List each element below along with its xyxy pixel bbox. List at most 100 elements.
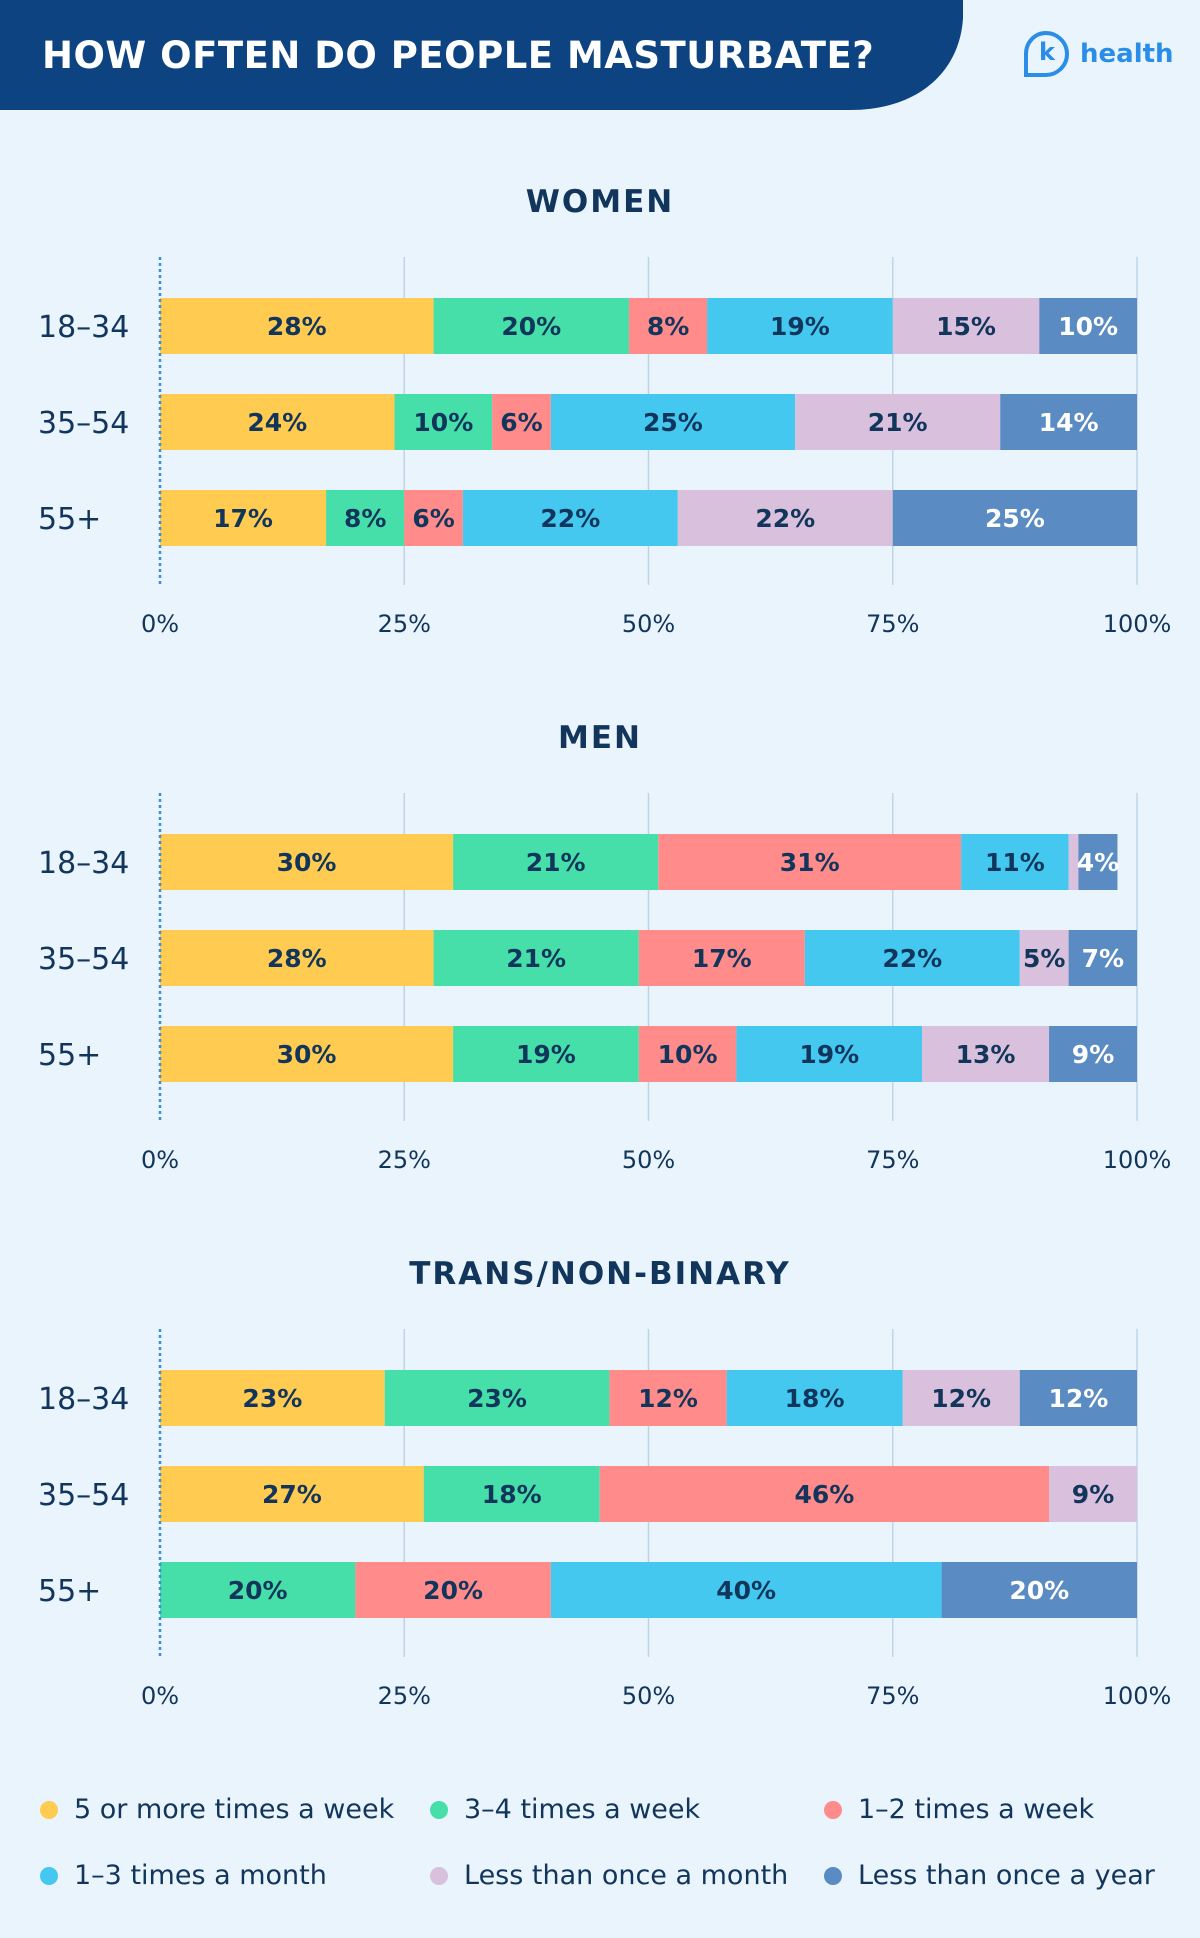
row-label: 55+ (38, 1574, 101, 1609)
bar-segment-1-3-times-a-month (550, 394, 796, 450)
legend-dot-icon (430, 1867, 448, 1885)
data-label: 30% (277, 1040, 337, 1069)
bar-segment-less-than-once-a-month (922, 1026, 1050, 1082)
tick-label: 0% (141, 610, 179, 638)
bar-segment-less-than-once-a-year (1068, 930, 1137, 986)
bar-segment-1-2-times-a-week (404, 490, 463, 546)
bar-segment-1-3-times-a-month (961, 834, 1069, 890)
data-label: 18% (482, 1480, 542, 1509)
chart-men: MEN 18–34 30% 21% 31% 11% 4% 35–54 28% 21% 17% 22% 5… (38, 720, 1171, 1174)
bar-segment-1-2-times-a-week (599, 1466, 1050, 1522)
data-label: 22% (540, 504, 600, 533)
data-label: 12% (1048, 1384, 1108, 1413)
data-label: 46% (794, 1480, 854, 1509)
legend: 5 or more times a week 3–4 times a week 1–… (0, 1790, 1200, 1910)
data-label: 7% (1082, 944, 1124, 973)
data-label: 12% (931, 1384, 991, 1413)
bar-segment-3-4-times-a-week (160, 1562, 356, 1618)
data-label: 17% (213, 504, 273, 533)
bar-segment-3-4-times-a-week (453, 1026, 639, 1082)
data-label: 8% (344, 504, 386, 533)
row-label: 35–54 (38, 1478, 129, 1513)
bar-segment-5-or-more-times-a-week (160, 834, 454, 890)
tick-label: 25% (378, 1146, 431, 1174)
tick-label: 75% (866, 610, 919, 638)
legend-dot-icon (40, 1801, 58, 1819)
data-label: 11% (985, 848, 1045, 877)
bar-segment-1-3-times-a-month (736, 1026, 923, 1082)
k-health-logo[interactable]: k health (1022, 28, 1174, 82)
chart-trans-non-binary: TRANS/NON-BINARY 18–34 23% 23% 12% 18% 12% 12% 3… (38, 1256, 1171, 1710)
legend-dot-icon (824, 1801, 842, 1819)
bar-segment-1-3-times-a-month (804, 930, 1020, 986)
bar-segment-3-4-times-a-week (394, 394, 493, 450)
legend-label: 5 or more times a week (74, 1794, 395, 1825)
tick-label: 25% (378, 1682, 431, 1710)
legend-dot-icon (430, 1801, 448, 1819)
tick-label: 50% (622, 1682, 675, 1710)
bar-segment-1-2-times-a-week (638, 930, 805, 986)
bar-segment-less-than-once-a-month (892, 298, 1040, 354)
bar-segment-3-4-times-a-week (423, 1466, 600, 1522)
bar-segment-5-or-more-times-a-week (160, 1370, 385, 1426)
tick-label: 25% (378, 610, 431, 638)
data-label: 9% (1072, 1480, 1114, 1509)
bar-segment-less-than-once-a-year (941, 1562, 1137, 1618)
data-label: 21% (868, 408, 928, 437)
chat-bubble-icon (1024, 30, 1070, 77)
data-label: 12% (638, 1384, 698, 1413)
bar-segment-less-than-once-a-year (892, 490, 1137, 546)
row-label: 35–54 (38, 406, 129, 441)
row-label: 18–34 (38, 846, 129, 881)
bar-segment-3-4-times-a-week (453, 834, 659, 890)
data-label: 21% (526, 848, 586, 877)
bar-segment-3-4-times-a-week (433, 298, 629, 354)
bar-segment-5-or-more-times-a-week (160, 298, 434, 354)
data-label: 23% (467, 1384, 527, 1413)
data-label: 19% (799, 1040, 859, 1069)
bar-segment-1-3-times-a-month (726, 1370, 903, 1426)
bar-segment-1-2-times-a-week (355, 1562, 551, 1618)
page-title: HOW OFTEN DO PEOPLE MASTURBATE? (42, 34, 875, 77)
bar-segment-1-2-times-a-week (628, 298, 708, 354)
data-label: 15% (936, 312, 996, 341)
bar-segment-less-than-once-a-month (1019, 930, 1069, 986)
data-label: 19% (516, 1040, 576, 1069)
data-label: 14% (1039, 408, 1099, 437)
chart-title: MEN (558, 720, 642, 756)
bar-segment-less-than-once-a-year (1049, 1026, 1137, 1082)
legend-label: Less than once a month (464, 1860, 789, 1891)
bar-segment-5-or-more-times-a-week (160, 394, 395, 450)
data-label: 20% (1009, 1576, 1069, 1605)
bar-segment-5-or-more-times-a-week (160, 1026, 454, 1082)
data-label: 40% (716, 1576, 776, 1605)
chart-title: TRANS/NON-BINARY (409, 1256, 790, 1292)
data-label: 25% (985, 504, 1045, 533)
tick-label: 75% (866, 1682, 919, 1710)
logo-letter: k (1039, 38, 1055, 66)
bar-segment-less-than-once-a-month (795, 394, 1001, 450)
legend-label: 1–2 times a week (858, 1794, 1095, 1825)
tick-label: 0% (141, 1682, 179, 1710)
data-label: 10% (1058, 312, 1118, 341)
bar-segment-less-than-once-a-month (902, 1370, 1020, 1426)
title-banner (0, 0, 963, 110)
tick-label: 50% (622, 610, 675, 638)
data-label: 25% (643, 408, 703, 437)
data-label: 6% (412, 504, 454, 533)
bar-segment-less-than-once-a-month (677, 490, 893, 546)
bar-segment-1-2-times-a-week (609, 1370, 727, 1426)
data-label: 5% (1023, 944, 1065, 973)
data-label: 13% (956, 1040, 1016, 1069)
data-label: 19% (770, 312, 830, 341)
data-label: 23% (242, 1384, 302, 1413)
data-label: 20% (228, 1576, 288, 1605)
bar-segment-less-than-once-a-month (1068, 834, 1079, 890)
bar-segment-1-2-times-a-week (638, 1026, 737, 1082)
charts-container: WOMEN 18–34 28% 20% 8% 19% 15% 10% 35–54 24% 10% 6%… (38, 184, 1171, 1710)
bar-segment-less-than-once-a-month (1049, 1466, 1137, 1522)
data-label: 22% (755, 504, 815, 533)
data-label: 20% (501, 312, 561, 341)
legend-label: Less than once a year (858, 1860, 1155, 1891)
chart-title: WOMEN (526, 184, 675, 220)
